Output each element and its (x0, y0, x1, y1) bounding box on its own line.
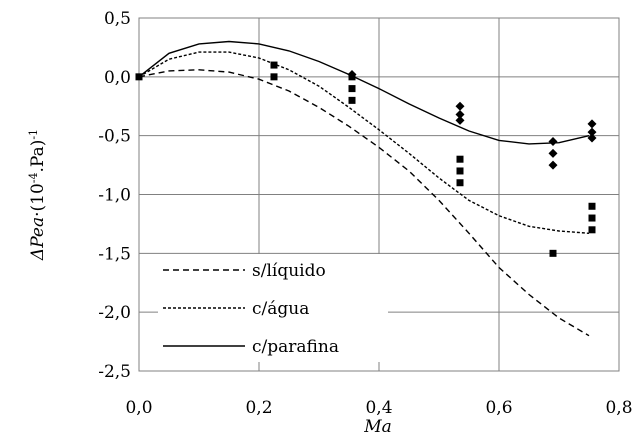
diamond-marker (587, 119, 597, 129)
square-marker (456, 167, 464, 175)
legend-label-2: c/água (252, 299, 309, 319)
diamond-marker (455, 115, 465, 125)
y-tick-label: 0,0 (104, 68, 131, 88)
legend: s/líquido c/água c/parafina (158, 254, 388, 362)
y-axis-label: ΔPea·(10-4.Pa)-1 (27, 129, 49, 261)
x-tick-label: 0,6 (485, 398, 512, 418)
legend-label-1: s/líquido (252, 261, 326, 281)
series-line-3 (138, 40, 590, 145)
data-markers (135, 61, 597, 257)
diamond-marker (455, 109, 465, 119)
y-axis-label-unit: .Pa) (28, 140, 48, 173)
tick-labels: 0,0 0,2 0,4 0,6 0,8 0,5 0,0 -0,5 -1,0 -1,5 -2,0 -2,… (98, 9, 632, 418)
y-axis-label-symbol: ΔPea (28, 217, 48, 261)
diamond-marker (548, 160, 558, 170)
series-line-2 (138, 51, 590, 234)
diamond-marker (548, 148, 558, 158)
diamond-marker (455, 101, 465, 111)
y-tick-label: -0,5 (98, 127, 131, 147)
diamond-marker (347, 69, 357, 79)
square-marker (348, 85, 356, 93)
y-tick-label: -2,5 (98, 362, 131, 382)
diamond-marker (587, 133, 597, 143)
square-marker (270, 61, 278, 69)
y-axis-label-power: -1 (27, 129, 40, 140)
square-marker (588, 202, 596, 210)
y-axis-label-exponent: -4 (27, 173, 40, 184)
square-marker (456, 179, 464, 187)
legend-label-3: c/parafina (252, 337, 339, 357)
square-marker (588, 226, 596, 234)
square-marker (348, 96, 356, 104)
square-marker (456, 155, 464, 163)
legend-box (158, 254, 388, 362)
diamond-marker (548, 137, 558, 147)
y-tick-label: -2,0 (98, 303, 131, 323)
y-tick-label: 0,5 (104, 9, 131, 29)
x-axis-label: Ma (363, 417, 392, 434)
square-marker (270, 73, 278, 81)
y-tick-label: -1,5 (98, 244, 131, 264)
x-tick-label: 0,4 (365, 398, 392, 418)
x-tick-label: 0,0 (125, 398, 152, 418)
square-marker (549, 249, 557, 257)
x-tick-label: 0,2 (245, 398, 272, 418)
series-line-1 (138, 69, 590, 337)
x-tick-label: 0,8 (605, 398, 632, 418)
y-axis-label-part: ·(10 (28, 183, 48, 217)
square-marker (135, 73, 143, 81)
series-lines (138, 40, 590, 337)
y-tick-label: -1,0 (98, 186, 131, 206)
plot-frame (138, 17, 620, 372)
diamond-marker (587, 127, 597, 137)
square-marker (588, 214, 596, 222)
